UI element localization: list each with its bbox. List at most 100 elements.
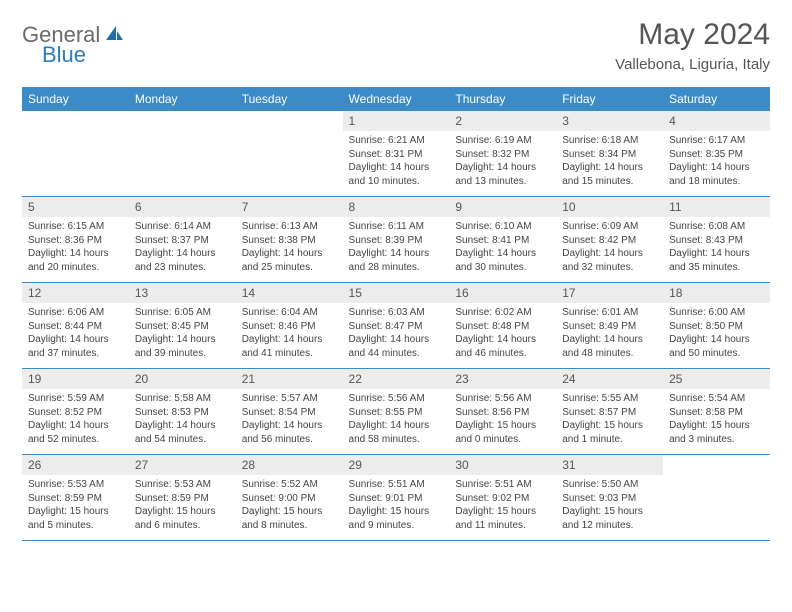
day-cell: 20Sunrise: 5:58 AMSunset: 8:53 PMDayligh…: [129, 369, 236, 455]
day-cell: 9Sunrise: 6:10 AMSunset: 8:41 PMDaylight…: [449, 197, 556, 283]
daylight-text: Daylight: 14 hours and 46 minutes.: [455, 333, 550, 360]
sunrise-text: Sunrise: 6:00 AM: [669, 306, 764, 320]
sunrise-text: Sunrise: 6:14 AM: [135, 220, 230, 234]
sunset-text: Sunset: 8:43 PM: [669, 234, 764, 248]
sunrise-text: Sunrise: 6:18 AM: [562, 134, 657, 148]
day-number: 19: [22, 369, 129, 389]
day-cell: 16Sunrise: 6:02 AMSunset: 8:48 PMDayligh…: [449, 283, 556, 369]
sunrise-text: Sunrise: 5:54 AM: [669, 392, 764, 406]
daylight-text: Daylight: 14 hours and 28 minutes.: [349, 247, 444, 274]
daylight-text: Daylight: 14 hours and 54 minutes.: [135, 419, 230, 446]
daylight-text: Daylight: 14 hours and 10 minutes.: [349, 161, 444, 188]
sunset-text: Sunset: 8:57 PM: [562, 406, 657, 420]
day-cell: 10Sunrise: 6:09 AMSunset: 8:42 PMDayligh…: [556, 197, 663, 283]
day-body: Sunrise: 5:56 AMSunset: 8:56 PMDaylight:…: [449, 389, 556, 454]
week-row: 5Sunrise: 6:15 AMSunset: 8:36 PMDaylight…: [22, 197, 770, 283]
sunrise-text: Sunrise: 5:53 AM: [28, 478, 123, 492]
day-number: 14: [236, 283, 343, 303]
day-body: Sunrise: 5:54 AMSunset: 8:58 PMDaylight:…: [663, 389, 770, 454]
daylight-text: Daylight: 14 hours and 37 minutes.: [28, 333, 123, 360]
day-cell: 4Sunrise: 6:17 AMSunset: 8:35 PMDaylight…: [663, 111, 770, 197]
sunrise-text: Sunrise: 6:08 AM: [669, 220, 764, 234]
sunset-text: Sunset: 8:45 PM: [135, 320, 230, 334]
sunset-text: Sunset: 8:38 PM: [242, 234, 337, 248]
title-block: May 2024 Vallebona, Liguria, Italy: [615, 18, 770, 73]
day-cell: [22, 111, 129, 197]
day-body: [129, 131, 236, 185]
day-cell: 7Sunrise: 6:13 AMSunset: 8:38 PMDaylight…: [236, 197, 343, 283]
day-number: [236, 111, 343, 131]
day-body: Sunrise: 6:11 AMSunset: 8:39 PMDaylight:…: [343, 217, 450, 282]
sunset-text: Sunset: 8:58 PM: [669, 406, 764, 420]
day-number: 20: [129, 369, 236, 389]
day-number: 5: [22, 197, 129, 217]
daylight-text: Daylight: 15 hours and 8 minutes.: [242, 505, 337, 532]
sunset-text: Sunset: 8:44 PM: [28, 320, 123, 334]
day-body: [236, 131, 343, 185]
day-body: Sunrise: 5:59 AMSunset: 8:52 PMDaylight:…: [22, 389, 129, 454]
daylight-text: Daylight: 14 hours and 30 minutes.: [455, 247, 550, 274]
sunrise-text: Sunrise: 6:02 AM: [455, 306, 550, 320]
day-number: 18: [663, 283, 770, 303]
daylight-text: Daylight: 14 hours and 13 minutes.: [455, 161, 550, 188]
header: General May 2024 Vallebona, Liguria, Ita…: [22, 18, 770, 73]
sunset-text: Sunset: 8:35 PM: [669, 148, 764, 162]
sunset-text: Sunset: 8:54 PM: [242, 406, 337, 420]
day-number: 31: [556, 455, 663, 475]
sunset-text: Sunset: 8:52 PM: [28, 406, 123, 420]
week-row: 19Sunrise: 5:59 AMSunset: 8:52 PMDayligh…: [22, 369, 770, 455]
daylight-text: Daylight: 14 hours and 23 minutes.: [135, 247, 230, 274]
day-cell: 18Sunrise: 6:00 AMSunset: 8:50 PMDayligh…: [663, 283, 770, 369]
sunrise-text: Sunrise: 5:58 AM: [135, 392, 230, 406]
day-number: 16: [449, 283, 556, 303]
sunset-text: Sunset: 8:59 PM: [28, 492, 123, 506]
sunrise-text: Sunrise: 6:15 AM: [28, 220, 123, 234]
day-cell: 2Sunrise: 6:19 AMSunset: 8:32 PMDaylight…: [449, 111, 556, 197]
daylight-text: Daylight: 15 hours and 1 minute.: [562, 419, 657, 446]
day-number: 28: [236, 455, 343, 475]
day-number: 11: [663, 197, 770, 217]
day-number: 13: [129, 283, 236, 303]
daylight-text: Daylight: 15 hours and 9 minutes.: [349, 505, 444, 532]
month-title: May 2024: [615, 18, 770, 52]
day-number: [663, 455, 770, 475]
sunrise-text: Sunrise: 6:11 AM: [349, 220, 444, 234]
day-number: 8: [343, 197, 450, 217]
day-cell: 31Sunrise: 5:50 AMSunset: 9:03 PMDayligh…: [556, 455, 663, 541]
sunset-text: Sunset: 9:00 PM: [242, 492, 337, 506]
day-body: Sunrise: 5:56 AMSunset: 8:55 PMDaylight:…: [343, 389, 450, 454]
sunrise-text: Sunrise: 5:59 AM: [28, 392, 123, 406]
sunrise-text: Sunrise: 6:05 AM: [135, 306, 230, 320]
day-body: Sunrise: 6:19 AMSunset: 8:32 PMDaylight:…: [449, 131, 556, 196]
sunset-text: Sunset: 8:46 PM: [242, 320, 337, 334]
daylight-text: Daylight: 14 hours and 48 minutes.: [562, 333, 657, 360]
day-cell: 21Sunrise: 5:57 AMSunset: 8:54 PMDayligh…: [236, 369, 343, 455]
day-body: [22, 131, 129, 185]
day-number: 30: [449, 455, 556, 475]
sunset-text: Sunset: 9:03 PM: [562, 492, 657, 506]
day-body: Sunrise: 6:10 AMSunset: 8:41 PMDaylight:…: [449, 217, 556, 282]
sunset-text: Sunset: 8:47 PM: [349, 320, 444, 334]
dayhead-sun: Sunday: [22, 87, 129, 111]
dayhead-mon: Monday: [129, 87, 236, 111]
day-body: [663, 475, 770, 529]
daylight-text: Daylight: 14 hours and 32 minutes.: [562, 247, 657, 274]
sunset-text: Sunset: 8:56 PM: [455, 406, 550, 420]
day-body: Sunrise: 5:55 AMSunset: 8:57 PMDaylight:…: [556, 389, 663, 454]
week-row: 12Sunrise: 6:06 AMSunset: 8:44 PMDayligh…: [22, 283, 770, 369]
day-body: Sunrise: 6:08 AMSunset: 8:43 PMDaylight:…: [663, 217, 770, 282]
day-body: Sunrise: 6:01 AMSunset: 8:49 PMDaylight:…: [556, 303, 663, 368]
day-body: Sunrise: 6:06 AMSunset: 8:44 PMDaylight:…: [22, 303, 129, 368]
day-cell: 8Sunrise: 6:11 AMSunset: 8:39 PMDaylight…: [343, 197, 450, 283]
sunset-text: Sunset: 9:02 PM: [455, 492, 550, 506]
sunset-text: Sunset: 8:50 PM: [669, 320, 764, 334]
daylight-text: Daylight: 15 hours and 5 minutes.: [28, 505, 123, 532]
day-body: Sunrise: 6:14 AMSunset: 8:37 PMDaylight:…: [129, 217, 236, 282]
sunset-text: Sunset: 9:01 PM: [349, 492, 444, 506]
sunset-text: Sunset: 8:41 PM: [455, 234, 550, 248]
day-cell: 17Sunrise: 6:01 AMSunset: 8:49 PMDayligh…: [556, 283, 663, 369]
day-cell: 28Sunrise: 5:52 AMSunset: 9:00 PMDayligh…: [236, 455, 343, 541]
day-number: 26: [22, 455, 129, 475]
sunrise-text: Sunrise: 5:50 AM: [562, 478, 657, 492]
sunrise-text: Sunrise: 5:51 AM: [349, 478, 444, 492]
